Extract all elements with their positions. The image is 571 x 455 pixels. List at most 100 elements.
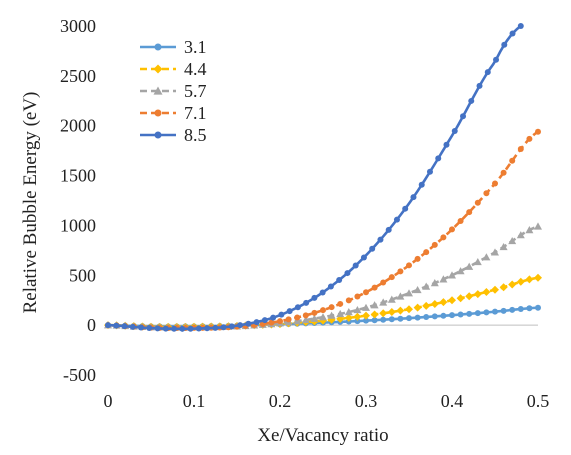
data-point (171, 325, 178, 332)
data-point (423, 314, 430, 321)
data-point (484, 69, 491, 76)
y-tick-label: 2000 (60, 116, 96, 136)
data-point (363, 317, 369, 324)
data-point (492, 308, 498, 315)
series-line (107, 24, 522, 331)
data-point (129, 323, 136, 330)
legend-label: 7.1 (184, 103, 207, 123)
data-point (187, 325, 194, 332)
data-point (320, 307, 326, 314)
data-point (105, 322, 111, 329)
x-tick-label: 0.1 (183, 391, 206, 411)
data-point (311, 294, 318, 301)
data-point (492, 180, 498, 187)
data-point (431, 241, 438, 248)
data-point (499, 242, 508, 251)
data-point (440, 234, 447, 241)
y-tick-label: 1000 (60, 215, 96, 235)
data-point (509, 30, 516, 37)
data-point (319, 313, 327, 321)
x-tick-label: 0.2 (269, 391, 292, 411)
data-point (413, 285, 422, 294)
data-point (406, 315, 412, 322)
data-point (278, 311, 285, 318)
data-point (430, 300, 439, 309)
x-tick-label: 0.3 (355, 391, 378, 411)
data-point (379, 298, 388, 306)
series-layer (104, 23, 542, 332)
data-point (345, 297, 352, 304)
data-point (146, 325, 153, 332)
data-point (456, 294, 465, 303)
y-tick-label: 1500 (60, 166, 96, 186)
data-point (508, 280, 517, 289)
data-point (327, 283, 334, 290)
data-point (195, 325, 202, 332)
data-point (534, 273, 542, 282)
data-point (336, 277, 343, 284)
data-point (138, 324, 145, 331)
data-point (449, 312, 455, 319)
data-point (362, 311, 370, 320)
data-point (414, 314, 421, 321)
y-tick-label: 3000 (60, 16, 96, 36)
data-point (396, 292, 405, 300)
data-point (406, 262, 412, 269)
data-point (439, 275, 448, 283)
data-point (525, 275, 534, 284)
y-axis-label: Relative Bubble Energy (eV) (20, 92, 41, 314)
data-point (516, 277, 525, 286)
data-point (500, 307, 507, 314)
data-point (501, 41, 508, 48)
data-point (285, 316, 292, 323)
data-point (179, 325, 186, 332)
data-point (466, 310, 473, 317)
data-point (396, 306, 405, 315)
data-point (353, 305, 362, 314)
data-point (508, 236, 517, 245)
x-tick-label: 0 (104, 391, 113, 411)
data-point (499, 283, 508, 292)
data-point (388, 316, 395, 323)
data-point (327, 311, 336, 319)
data-point (270, 314, 277, 321)
data-point (393, 216, 400, 223)
y-tick-label: 0 (87, 315, 96, 335)
data-point (162, 325, 169, 332)
legend: 3.14.45.77.18.5 (140, 37, 207, 145)
data-point (369, 245, 376, 252)
data-point (344, 313, 353, 322)
data-point (482, 253, 491, 261)
data-point (228, 323, 235, 330)
data-point (476, 82, 483, 89)
data-point (204, 325, 211, 332)
data-point (482, 287, 491, 296)
data-point (491, 285, 499, 294)
series-7.1 (105, 128, 541, 332)
data-point (352, 262, 359, 269)
data-point (311, 309, 318, 316)
legend-item: 8.5 (140, 125, 207, 145)
legend-item: 5.7 (140, 81, 207, 101)
legend-swatch-marker (153, 64, 163, 74)
data-point (212, 324, 219, 331)
data-point (344, 270, 351, 277)
data-point (423, 249, 430, 256)
data-point (294, 314, 301, 321)
data-point (360, 254, 367, 261)
data-point (526, 135, 533, 142)
series-4.4 (104, 273, 542, 331)
data-point (460, 113, 467, 120)
data-point (491, 248, 499, 256)
data-point (397, 268, 404, 275)
data-point (422, 301, 431, 310)
data-point (500, 169, 507, 176)
legend-swatch-marker (153, 86, 163, 95)
data-point (336, 309, 345, 318)
series-8.5 (105, 23, 524, 332)
data-point (526, 305, 533, 312)
y-tick-label: 2500 (60, 66, 96, 86)
data-point (353, 312, 362, 321)
data-point (113, 322, 120, 329)
data-point (418, 181, 425, 188)
